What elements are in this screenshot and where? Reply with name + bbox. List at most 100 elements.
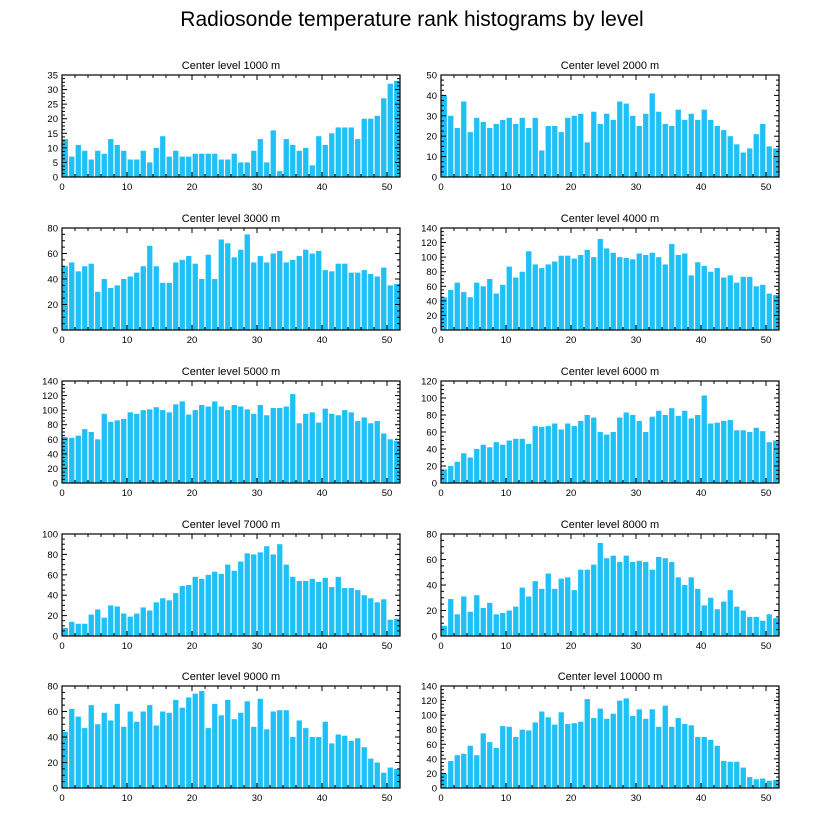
y-tick-label: 80 bbox=[47, 682, 58, 693]
y-tick-label: 15 bbox=[47, 129, 58, 140]
histogram-bar bbox=[675, 718, 681, 788]
histogram-bar bbox=[636, 560, 642, 636]
histogram-bar bbox=[448, 599, 454, 636]
x-tick-label: 0 bbox=[59, 793, 64, 804]
y-tick-label: 0 bbox=[432, 784, 437, 795]
histogram-bar bbox=[88, 263, 94, 330]
histogram-bar bbox=[361, 118, 367, 177]
panel-title: Center level 1000 m bbox=[182, 60, 280, 72]
histogram-bar bbox=[173, 262, 179, 330]
histogram-bar bbox=[526, 730, 532, 788]
histogram-bar bbox=[75, 144, 81, 177]
histogram-bar bbox=[766, 146, 772, 177]
histogram-bar bbox=[565, 255, 571, 330]
histogram-bar bbox=[257, 256, 263, 330]
histogram-bar bbox=[734, 430, 740, 483]
histogram-bar bbox=[62, 627, 68, 636]
x-tick-label: 30 bbox=[252, 793, 263, 804]
histogram-bar bbox=[526, 443, 532, 483]
histogram-bar bbox=[662, 264, 668, 330]
histogram-bar bbox=[199, 279, 205, 330]
histogram-bar bbox=[244, 409, 250, 483]
histogram-bar bbox=[643, 718, 649, 788]
histogram-bar bbox=[121, 726, 127, 788]
x-tick-label: 0 bbox=[438, 335, 443, 346]
histogram-bar bbox=[545, 264, 551, 330]
x-tick-label: 30 bbox=[252, 641, 263, 652]
histogram-bar bbox=[205, 406, 211, 483]
histogram-bar bbox=[387, 83, 393, 177]
y-tick-label: 120 bbox=[421, 696, 437, 707]
histogram-bar bbox=[374, 115, 380, 177]
y-tick-label: 40 bbox=[47, 275, 58, 286]
histogram-bar bbox=[682, 410, 688, 483]
histogram-bar bbox=[309, 253, 315, 330]
histogram-bar bbox=[597, 238, 603, 330]
histogram-bar bbox=[448, 466, 454, 483]
histogram-bar bbox=[95, 724, 101, 788]
histogram-bar bbox=[62, 437, 68, 483]
y-tick-label: 60 bbox=[47, 249, 58, 260]
histogram-bar bbox=[688, 577, 694, 636]
histogram-bar bbox=[617, 700, 623, 788]
y-tick-label: 0 bbox=[53, 784, 58, 795]
histogram-bar bbox=[251, 262, 257, 330]
x-tick-label: 50 bbox=[761, 182, 772, 193]
x-tick-label: 30 bbox=[252, 182, 263, 193]
panel-title: Center level 7000 m bbox=[182, 519, 280, 531]
histogram-bar bbox=[374, 276, 380, 330]
histogram-bar bbox=[264, 546, 270, 636]
histogram-bar bbox=[578, 254, 584, 330]
histogram-bar bbox=[134, 272, 140, 331]
histogram-bar bbox=[571, 590, 577, 636]
histogram-bar bbox=[584, 569, 590, 636]
histogram-bar bbox=[493, 442, 499, 483]
histogram-bar bbox=[474, 117, 480, 177]
histogram-bar bbox=[714, 422, 720, 483]
histogram-bar bbox=[225, 243, 231, 330]
histogram-bar bbox=[225, 410, 231, 483]
histogram-bar bbox=[160, 282, 166, 330]
histogram-bar bbox=[88, 705, 94, 789]
histogram-bar bbox=[682, 585, 688, 636]
histogram-bar bbox=[695, 588, 701, 636]
histogram-bar bbox=[519, 438, 525, 483]
histogram-bar bbox=[552, 588, 558, 636]
x-tick-label: 30 bbox=[631, 182, 642, 193]
histogram-bar bbox=[88, 159, 94, 177]
histogram-bar bbox=[623, 103, 629, 177]
x-tick-label: 20 bbox=[566, 641, 577, 652]
histogram-bar bbox=[173, 593, 179, 636]
histogram-bar bbox=[734, 282, 740, 330]
x-tick-label: 0 bbox=[438, 488, 443, 499]
histogram-panel: Center level 3000 m 0 10 20 30 40 50 0 20 40 60 80 bbox=[47, 213, 401, 346]
histogram-bar bbox=[487, 447, 493, 483]
histogram-bar bbox=[649, 416, 655, 483]
histogram-bar bbox=[75, 435, 81, 483]
histogram-bar bbox=[604, 558, 610, 636]
x-tick-label: 20 bbox=[187, 335, 198, 346]
histogram-bar bbox=[727, 275, 733, 330]
histogram-bar bbox=[513, 438, 519, 483]
histogram-bar bbox=[134, 413, 140, 483]
x-tick-label: 20 bbox=[187, 641, 198, 652]
histogram-bar bbox=[166, 712, 172, 788]
histogram-bar bbox=[740, 430, 746, 483]
histogram-bar bbox=[192, 263, 198, 330]
x-tick-label: 30 bbox=[252, 335, 263, 346]
histogram-bar bbox=[212, 153, 218, 177]
histogram-bar bbox=[597, 123, 603, 177]
histogram-bar bbox=[127, 616, 133, 636]
histogram-bar bbox=[179, 156, 185, 177]
y-tick-label: 60 bbox=[47, 570, 58, 581]
histogram-bar bbox=[101, 617, 107, 636]
histogram-bar bbox=[257, 405, 263, 483]
histogram-bar bbox=[179, 707, 185, 788]
panel-title: Center level 5000 m bbox=[182, 366, 280, 378]
x-tick-label: 50 bbox=[761, 488, 772, 499]
histogram-bar bbox=[747, 148, 753, 177]
histogram-bar bbox=[316, 737, 322, 788]
histogram-bar bbox=[387, 767, 393, 788]
histogram-bar bbox=[747, 616, 753, 637]
